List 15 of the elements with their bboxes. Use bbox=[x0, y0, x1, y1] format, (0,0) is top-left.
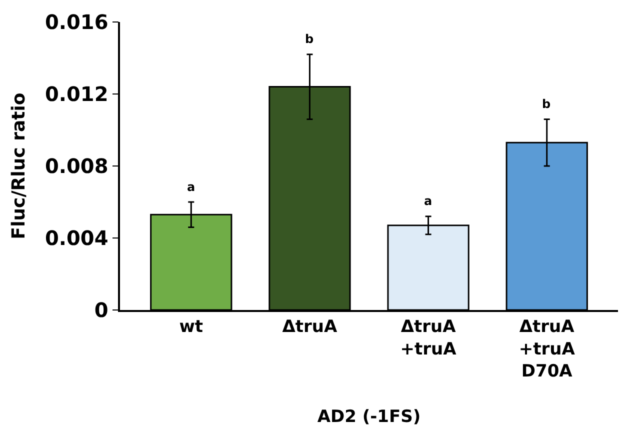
y-tick-label: 0.008 bbox=[44, 154, 108, 178]
y-tick-label: 0.016 bbox=[44, 10, 108, 34]
y-tick-label: 0.012 bbox=[44, 82, 108, 106]
y-axis-title: Fluc/Rluc ratio bbox=[8, 92, 30, 240]
x-tick-label: ΔtruA bbox=[282, 317, 338, 338]
x-tick-label: ΔtruA +truA bbox=[400, 317, 458, 360]
y-tick-label: 0.004 bbox=[44, 226, 108, 250]
annotation: b bbox=[305, 32, 314, 46]
x-tick-label: ΔtruA +truA D70A bbox=[518, 317, 576, 382]
x-axis-title: AD2 (-1FS) bbox=[317, 407, 421, 428]
annotation: b bbox=[542, 97, 551, 111]
annotation: a bbox=[424, 194, 432, 208]
annotation: a bbox=[187, 180, 196, 194]
x-tick-label: wt bbox=[179, 317, 204, 338]
y-tick-label: 0 bbox=[94, 298, 108, 322]
